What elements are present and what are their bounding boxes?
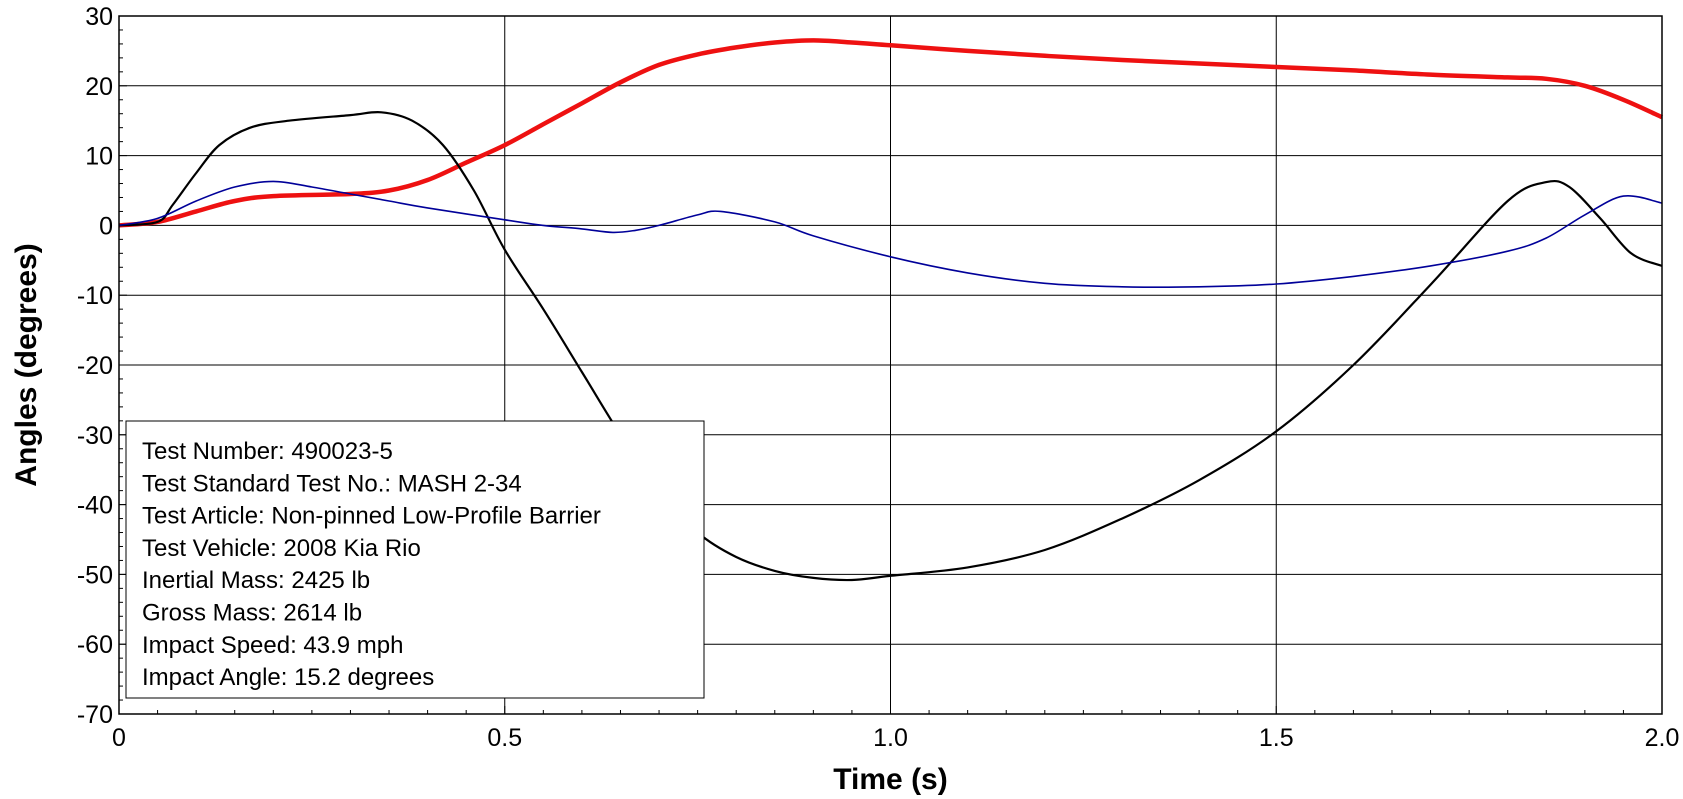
y-tick-label: -60	[77, 631, 113, 659]
y-tick-label: -10	[77, 282, 113, 310]
test-info-box: Test Number: 490023-5 Test Standard Test …	[125, 420, 705, 699]
y-tick-label: 10	[85, 143, 113, 171]
series-line-3	[118, 180, 1663, 289]
test-info-lines: Test Number: 490023-5 Test Standard Test …	[142, 438, 601, 691]
series-lines	[118, 38, 1663, 582]
x-axis-title: Time (s)	[833, 763, 947, 796]
x-tick-label: 1.0	[873, 724, 908, 752]
x-tick-label: 1.5	[1259, 724, 1294, 752]
x-tick-labels: 0 0.5 1.0 1.5 2.0	[112, 724, 1679, 752]
y-tick-label: -50	[77, 561, 113, 589]
y-tick-label: -40	[77, 492, 113, 520]
y-tick-label: -70	[77, 701, 113, 729]
test-info-line: Impact Speed: 43.9 mph	[142, 632, 404, 659]
y-axis-title: Angles (degrees)	[10, 243, 43, 486]
y-tick-label: -30	[77, 422, 113, 450]
test-info-line: Gross Mass: 2614 lb	[142, 600, 362, 627]
y-tick-label: 30	[85, 3, 113, 31]
y-tick-label: 20	[85, 73, 113, 101]
x-tick-label: 0	[112, 724, 126, 752]
test-info-line: Test Article: Non-pinned Low-Profile Bar…	[142, 503, 601, 530]
test-info-line: Test Number: 490023-5	[142, 438, 393, 465]
y-tick-label: -20	[77, 352, 113, 380]
test-info-line: Test Standard Test No.: MASH 2-34	[142, 470, 522, 497]
test-info-line: Test Vehicle: 2008 Kia Rio	[142, 535, 421, 562]
series-line-1	[118, 38, 1663, 228]
series-line-2	[118, 111, 1663, 582]
test-info-box-frame	[125, 420, 705, 699]
plot-frame	[118, 15, 1663, 715]
x-tick-label: 2.0	[1645, 724, 1680, 752]
test-info-line: Inertial Mass: 2425 lb	[142, 567, 370, 594]
x-tick-label: 0.5	[487, 724, 522, 752]
y-tick-label: 0	[99, 212, 113, 240]
test-info-line: Impact Angle: 15.2 degrees	[142, 664, 434, 691]
y-tick-labels: 30 20 10 0 -10 -20 -30 -40 -50 -60 -70	[77, 3, 113, 729]
